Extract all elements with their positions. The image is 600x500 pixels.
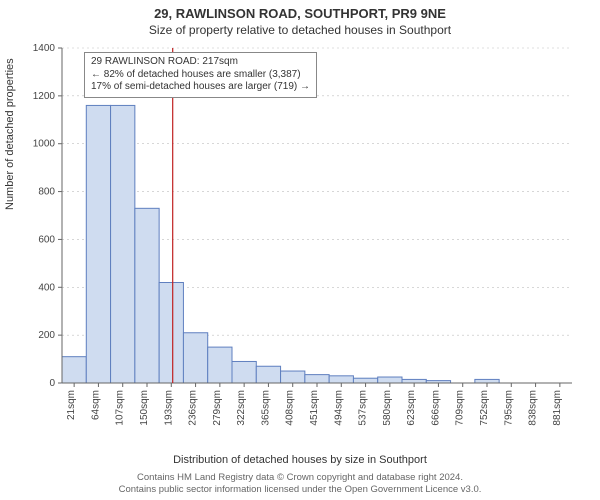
svg-text:1200: 1200 <box>33 91 56 102</box>
svg-text:193sqm: 193sqm <box>163 390 174 426</box>
histogram-bar <box>305 375 329 383</box>
svg-text:623sqm: 623sqm <box>406 390 417 426</box>
svg-text:107sqm: 107sqm <box>115 390 126 426</box>
svg-text:21sqm: 21sqm <box>66 390 77 420</box>
svg-text:322sqm: 322sqm <box>236 390 247 426</box>
svg-text:150sqm: 150sqm <box>139 390 150 426</box>
histogram-bar <box>402 379 426 383</box>
histogram-bar <box>329 376 353 383</box>
svg-text:365sqm: 365sqm <box>260 390 271 426</box>
svg-text:408sqm: 408sqm <box>285 390 296 426</box>
svg-text:200: 200 <box>38 330 55 341</box>
chart-title: 29, RAWLINSON ROAD, SOUTHPORT, PR9 9NE <box>0 0 600 21</box>
footer-line2: Contains public sector information licen… <box>0 484 600 496</box>
annotation-line2: ← 82% of detached houses are smaller (3,… <box>91 69 310 82</box>
histogram-bar <box>378 377 402 383</box>
annotation-line3: 17% of semi-detached houses are larger (… <box>91 81 310 94</box>
svg-text:1000: 1000 <box>33 139 56 150</box>
svg-text:279sqm: 279sqm <box>212 390 223 426</box>
svg-text:64sqm: 64sqm <box>90 390 101 420</box>
histogram-bar <box>232 361 256 383</box>
footer-text: Contains HM Land Registry data © Crown c… <box>0 472 600 496</box>
svg-text:709sqm: 709sqm <box>455 390 466 426</box>
svg-text:838sqm: 838sqm <box>528 390 539 426</box>
svg-text:600: 600 <box>38 234 55 245</box>
histogram-bar <box>256 366 280 383</box>
svg-text:800: 800 <box>38 187 55 198</box>
annotation-box: 29 RAWLINSON ROAD: 217sqm ← 82% of detac… <box>84 52 317 98</box>
svg-text:881sqm: 881sqm <box>552 390 563 426</box>
svg-text:752sqm: 752sqm <box>479 390 490 426</box>
histogram-bar <box>111 105 135 383</box>
svg-text:537sqm: 537sqm <box>358 390 369 426</box>
svg-text:400: 400 <box>38 282 55 293</box>
svg-text:0: 0 <box>49 378 55 389</box>
footer-line1: Contains HM Land Registry data © Crown c… <box>0 472 600 484</box>
plot-area: 020040060080010001200140021sqm64sqm107sq… <box>62 48 572 383</box>
svg-text:451sqm: 451sqm <box>309 390 320 426</box>
histogram-bar <box>183 333 207 383</box>
svg-text:1400: 1400 <box>33 43 56 54</box>
histogram-bar <box>62 357 86 383</box>
chart-container: 29, RAWLINSON ROAD, SOUTHPORT, PR9 9NE S… <box>0 0 600 500</box>
svg-text:795sqm: 795sqm <box>503 390 514 426</box>
svg-text:666sqm: 666sqm <box>430 390 441 426</box>
y-axis-label: Number of detached properties <box>4 58 16 210</box>
histogram-bar <box>208 347 232 383</box>
x-axis-label: Distribution of detached houses by size … <box>0 454 600 466</box>
histogram-bar <box>281 371 305 383</box>
svg-text:580sqm: 580sqm <box>382 390 393 426</box>
histogram-bar <box>475 379 499 383</box>
histogram-bar <box>86 105 110 383</box>
histogram-bar <box>135 208 159 383</box>
svg-text:236sqm: 236sqm <box>188 390 199 426</box>
histogram-bar <box>159 283 183 384</box>
annotation-line1: 29 RAWLINSON ROAD: 217sqm <box>91 56 310 69</box>
svg-text:494sqm: 494sqm <box>333 390 344 426</box>
histogram-bar <box>353 378 377 383</box>
chart-subtitle: Size of property relative to detached ho… <box>0 21 600 37</box>
